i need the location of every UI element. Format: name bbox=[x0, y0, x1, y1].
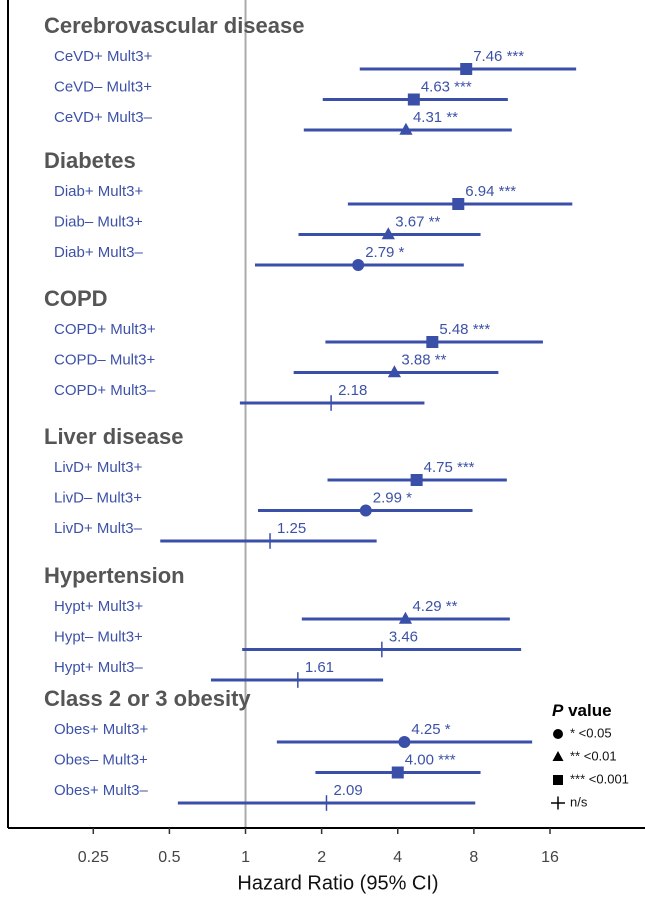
value-label: 4.63 *** bbox=[421, 78, 472, 95]
row-label: Obes+ Mult3– bbox=[54, 782, 148, 799]
value-label: 4.75 *** bbox=[424, 459, 475, 476]
legend-label: *** <0.001 bbox=[570, 771, 629, 786]
row-label: Obes+ Mult3+ bbox=[54, 721, 148, 738]
group-title: Hypertension bbox=[44, 563, 185, 588]
value-label: 1.61 bbox=[305, 659, 334, 676]
row-label: Obes– Mult3+ bbox=[54, 751, 148, 768]
row-label: COPD– Mult3+ bbox=[54, 351, 156, 368]
legend-label: ** <0.01 bbox=[570, 748, 617, 763]
legend-symbol bbox=[553, 775, 563, 785]
point-square bbox=[410, 474, 423, 486]
row-label: CeVD+ Mult3+ bbox=[54, 48, 153, 65]
group-title: Liver disease bbox=[44, 424, 183, 449]
point-square bbox=[426, 336, 439, 348]
row-label: Hypt+ Mult3+ bbox=[54, 598, 143, 615]
point-circle bbox=[352, 259, 365, 271]
x-tick-label: 16 bbox=[541, 849, 559, 866]
value-label: 7.46 *** bbox=[473, 48, 524, 65]
row-label: CeVD– Mult3+ bbox=[54, 78, 152, 95]
point-square bbox=[391, 766, 404, 779]
row-label: Diab+ Mult3– bbox=[54, 244, 143, 261]
legend-symbol bbox=[552, 751, 564, 761]
point-square bbox=[460, 63, 473, 75]
legend-title-p: P bbox=[552, 701, 564, 720]
value-label: 3.88 ** bbox=[401, 351, 446, 368]
point-circle bbox=[359, 504, 372, 517]
value-label: 3.67 ** bbox=[395, 213, 440, 230]
value-label: 4.00 *** bbox=[405, 751, 456, 768]
group-title: Class 2 or 3 obesity bbox=[44, 686, 251, 711]
x-tick-label: 4 bbox=[393, 849, 402, 866]
point-circle bbox=[398, 736, 411, 748]
value-label: 2.79 * bbox=[365, 244, 404, 261]
x-axis-title: Hazard Ratio (95% CI) bbox=[237, 872, 438, 894]
row-label: CeVD+ Mult3– bbox=[54, 109, 153, 126]
value-label: 1.25 bbox=[277, 520, 306, 537]
legend-label: * <0.05 bbox=[570, 725, 612, 740]
point-triangle bbox=[381, 227, 395, 240]
x-tick-label: 1 bbox=[241, 849, 250, 866]
value-label: 3.46 bbox=[389, 628, 418, 645]
point-triangle bbox=[399, 122, 413, 135]
value-label: 5.48 *** bbox=[439, 321, 490, 338]
x-tick-label: 0.5 bbox=[158, 849, 180, 866]
value-label: 2.09 bbox=[333, 782, 362, 799]
legend-symbol bbox=[553, 729, 563, 739]
point-triangle bbox=[387, 365, 402, 378]
row-label: COPD+ Mult3– bbox=[54, 382, 156, 399]
x-tick-label: 8 bbox=[469, 849, 478, 866]
group-title: Diabetes bbox=[44, 148, 136, 173]
point-square bbox=[452, 198, 465, 210]
row-label: LivD+ Mult3+ bbox=[54, 459, 143, 476]
point-square bbox=[407, 93, 420, 106]
point-triangle bbox=[398, 611, 413, 624]
x-tick-label: 0.25 bbox=[78, 849, 109, 866]
value-label: 4.25 * bbox=[411, 721, 450, 738]
value-label: 4.29 ** bbox=[412, 598, 457, 615]
value-label: 6.94 *** bbox=[465, 183, 516, 200]
group-title: COPD bbox=[44, 286, 108, 311]
legend-title-rest: value bbox=[568, 701, 611, 720]
group-title: Cerebrovascular disease bbox=[44, 13, 305, 38]
legend-label: n/s bbox=[570, 794, 588, 809]
value-label: 2.18 bbox=[338, 382, 367, 399]
row-label: LivD+ Mult3– bbox=[54, 520, 143, 537]
row-label: Diab– Mult3+ bbox=[54, 213, 143, 230]
row-label: Hypt+ Mult3– bbox=[54, 659, 143, 676]
row-label: Diab+ Mult3+ bbox=[54, 183, 143, 200]
legend-title: P value bbox=[552, 701, 612, 720]
row-label: Hypt– Mult3+ bbox=[54, 628, 143, 645]
value-label: 2.99 * bbox=[373, 489, 412, 506]
row-label: COPD+ Mult3+ bbox=[54, 321, 156, 338]
row-label: LivD– Mult3+ bbox=[54, 489, 142, 506]
value-label: 4.31 ** bbox=[413, 109, 458, 126]
x-tick-label: 2 bbox=[317, 849, 326, 866]
